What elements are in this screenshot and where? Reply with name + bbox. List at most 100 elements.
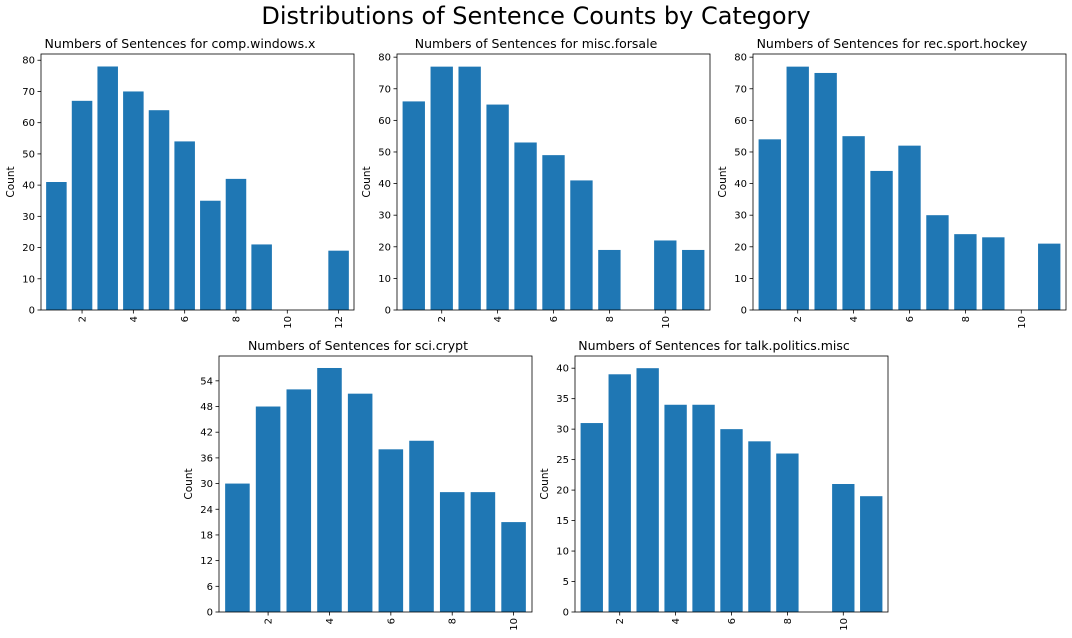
chart-rec-sport-hockey: Numbers of Sentences for rec.sport.hocke… [712,36,1072,336]
bar [682,249,705,310]
x-tick: 10 [1017,310,1028,329]
x-tick-label: 4 [849,316,860,322]
y-tick-label: 10 [378,274,391,285]
x-tick-label: 6 [905,316,916,322]
y-tick-label: 0 [563,608,569,619]
plot-area: 0 5 10 15 20 25 30 35 40 2 4 6 8 10 Count [539,355,889,631]
y-tick-label: 15 [556,516,569,527]
y-tick: 5 [563,577,575,588]
y-tick-label: 5 [563,577,569,588]
chart-sci-crypt: Numbers of Sentences for sci.crypt 0 6 12 1… [178,338,538,638]
y-tick-label: 20 [734,242,747,253]
bar [251,244,272,310]
x-tick-label: 12 [334,316,345,329]
bar [409,440,434,612]
x-tick: 4 [671,612,682,624]
chart-talk-politics-misc: Numbers of Sentences for talk.politics.m… [534,338,894,638]
x-tick-label: 8 [783,618,794,624]
bar [97,66,118,311]
plot-area: 0 10 20 30 40 50 60 70 80 2 4 6 8 10 Count [717,53,1067,329]
x-tick: 4 [129,310,140,322]
y-tick: 30 [556,425,575,436]
x-tick: 10 [661,310,672,329]
y-tick-label: 12 [200,556,213,567]
bar [542,155,565,310]
y-tick: 40 [22,181,41,192]
x-tick-label: 10 [839,618,850,631]
bar [776,453,799,612]
bar [982,237,1005,310]
bar [832,484,855,612]
y-tick: 12 [200,556,219,567]
bar [286,389,312,612]
bar [148,110,170,310]
plot-area: 0 10 20 30 40 50 60 70 80 2 4 6 8 10 12 Count [5,53,355,329]
bar [898,145,921,310]
y-tick-label: 20 [22,243,35,254]
chart-comp-windows-x: Numbers of Sentences for comp.windows.x … [0,36,360,336]
bar [470,492,496,612]
chart-misc-forsale: Numbers of Sentences for misc.forsale 0 1… [356,36,716,336]
y-tick-label: 80 [378,53,391,64]
bar [402,101,425,310]
x-tick: 2 [264,612,275,624]
y-tick: 30 [200,479,219,490]
x-tick-label: 2 [264,618,275,624]
bar [860,496,883,612]
bar [636,368,659,612]
y-tick: 42 [200,428,219,439]
bar [870,170,893,310]
y-tick: 70 [378,84,397,95]
y-tick-label: 60 [378,116,391,127]
bar [954,234,977,310]
bar [842,136,865,310]
bar [225,178,247,310]
bar [720,429,743,612]
y-tick-label: 20 [556,486,569,497]
chart-title: Numbers of Sentences for talk.politics.m… [578,338,850,353]
bar [123,91,144,311]
y-tick-label: 70 [378,84,391,95]
x-tick-label: 10 [661,316,672,329]
x-tick: 6 [727,612,738,624]
y-tick: 20 [556,486,575,497]
x-tick: 4 [493,310,504,322]
y-tick: 0 [29,306,41,317]
x-tick-label: 8 [448,618,459,624]
y-tick-label: 70 [22,87,35,98]
y-tick: 30 [734,211,753,222]
y-tick-label: 48 [200,402,213,413]
bar [580,423,603,612]
y-tick: 0 [563,608,575,619]
bar [598,249,621,310]
y-tick-label: 30 [734,211,747,222]
chart-title: Numbers of Sentences for rec.sport.hocke… [756,36,1028,51]
y-tick-label: 36 [200,453,213,464]
y-tick-label: 0 [207,608,213,619]
x-tick-label: 4 [325,618,336,624]
bar [458,66,481,310]
bar [317,367,342,612]
y-tick-label: 18 [200,530,213,541]
y-tick: 20 [734,242,753,253]
bar [46,182,67,310]
plot-area: 0 10 20 30 40 50 60 70 80 2 4 6 8 10 Count [361,53,711,329]
bar [200,200,221,310]
x-tick-label: 8 [231,316,242,322]
x-tick-label: 6 [727,618,738,624]
x-tick: 2 [78,310,89,322]
x-tick-label: 10 [283,316,294,329]
bar [255,406,281,612]
y-tick-label: 20 [378,242,391,253]
y-tick-label: 10 [556,547,569,558]
y-tick: 40 [556,364,575,375]
y-axis-label: Count [717,166,729,197]
x-tick: 2 [793,310,804,322]
y-tick: 80 [734,53,753,64]
y-tick-label: 10 [22,274,35,285]
y-tick: 30 [22,212,41,223]
y-tick-label: 0 [385,306,391,317]
y-tick: 70 [22,87,41,98]
bar [378,449,404,612]
y-tick-label: 50 [22,149,35,160]
